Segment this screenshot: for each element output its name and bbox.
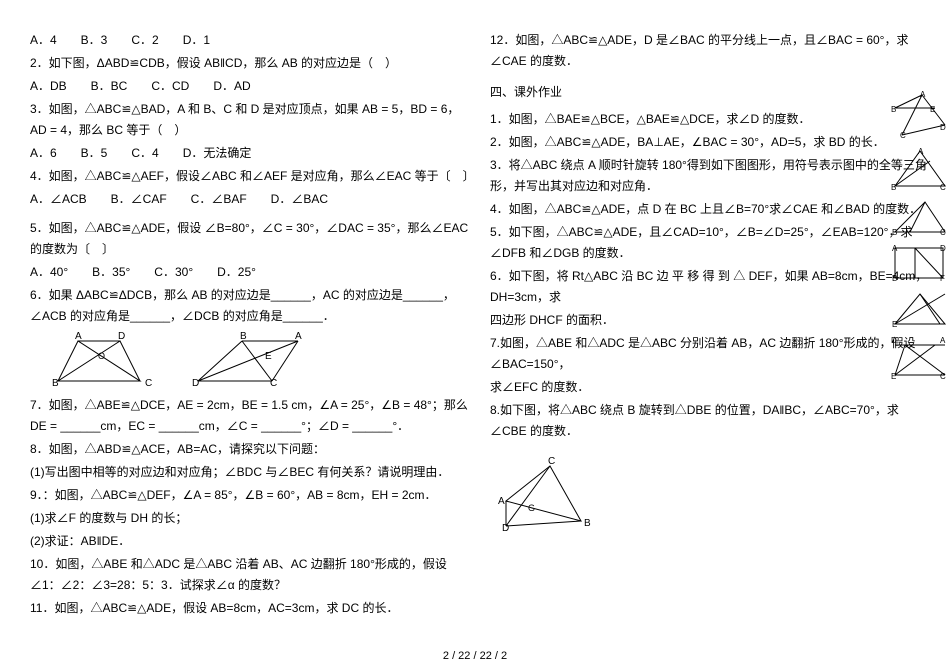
svg-text:B: B [891, 105, 896, 114]
q5: 5．如图，△ABC≌△ADE，假设 ∠B=80°，∠C = 30°，∠DAC =… [30, 218, 470, 260]
svg-text:C: C [145, 378, 152, 389]
diagram-triangle-bottom: C A G D B [496, 456, 606, 536]
hw1: 1．如图，△BAE≌△BCE，△BAE≌△DCE，求∠D 的度数． [490, 109, 930, 130]
svg-text:A: A [940, 336, 946, 345]
inline-diagrams: A D B C O B A E D C [50, 331, 470, 391]
q8-1: (1)写出图中相等的对应边和对应角；∠BDC 与∠BEC 有何关系？请说明理由． [30, 462, 470, 483]
diagram-triangle-2: B A E D C [190, 331, 310, 391]
svg-text:C: C [940, 183, 946, 191]
page-container: A．4 B．3 C．2 D．1 2．如下图，ΔABD≌CDB，假设 AB‖CD，… [0, 0, 950, 631]
svg-text:B: B [891, 183, 896, 191]
hw2: 2．如图，△ABC≌△ADE，BA⊥AE，∠BAC = 30°，AD=5，求 B… [490, 132, 930, 153]
left-column: A．4 B．3 C．2 D．1 2．如下图，ΔABD≌CDB，假设 AB‖CD，… [30, 30, 470, 621]
svg-text:E: E [892, 320, 897, 329]
svg-text:E: E [891, 372, 896, 380]
page-footer: 2 / 22 / 22 / 2 [0, 650, 950, 662]
q11: 11．如图，△ABC≌△ADE，假设 AB=8cm，AC=3cm，求 DC 的长… [30, 598, 470, 619]
q2: 2．如下图，ΔABD≌CDB，假设 AB‖CD，那么 AB 的对应边是（ ） [30, 53, 470, 74]
svg-text:A: A [892, 244, 898, 253]
svg-text:C: C [548, 456, 555, 467]
side-fig-1: A B E C D [890, 90, 950, 140]
svg-text:D: D [891, 336, 897, 345]
hw7: 7.如图，△ABE 和△ADC 是△ABC 分别沿着 AB，AC 边翻折 180… [490, 333, 930, 375]
hw6: 6．如下图，将 Rt△ABC 沿 BC 边 平 移 得 到 △ DEF，如果 A… [490, 266, 930, 308]
svg-text:A: A [498, 496, 505, 507]
q4: 4．如图，△ABC≌△AEF，假设∠ABC 和∠AEF 是对应角，那么∠EAC … [30, 166, 470, 187]
q10: 10．如图，△ABE 和△ADC 是△ABC 沿着 AB、AC 边翻折 180°… [30, 554, 470, 596]
svg-text:F: F [940, 274, 945, 283]
svg-text:B: B [52, 378, 59, 389]
svg-text:A: A [295, 331, 302, 342]
hw8: 8.如下图，将△ABC 绕点 B 旋转到△DBE 的位置，DA‖BC，∠ABC=… [490, 400, 930, 442]
margin-figures: A B E C D B C A BC AD BF E [890, 90, 950, 386]
q2-options: A．DB B．BC C．CD D．AD [30, 76, 470, 97]
svg-text:D: D [940, 244, 946, 253]
hw3: 3．将△ABC 绕点 A 顺时针旋转 180°得到如下图图形，用符号表示图中的全… [490, 155, 930, 197]
q9-2: (2)求证：AB‖DE． [30, 531, 470, 552]
svg-text:B: B [240, 331, 247, 342]
svg-text:B: B [892, 274, 897, 283]
q8: 8．如图，△ABD≌△ACE，AB=AC，请探究以下问题： [30, 439, 470, 460]
svg-text:A: A [918, 147, 924, 156]
hw5: 5．如下图，△ABC≌△ADE，且∠CAD=10°，∠B=∠D=25°，∠EAB… [490, 222, 930, 264]
q3: 3．如图，△ABC≌△BAD，A 和 B、C 和 D 是对应顶点，如果 AB =… [30, 99, 470, 141]
q3-options: A．6 B．5 C．4 D．无法确定 [30, 143, 470, 164]
svg-text:B: B [892, 228, 897, 237]
q9-1: (1)求∠F 的度数与 DH 的长； [30, 508, 470, 529]
hw4: 4．如图，△ABC≌△ADE，点 D 在 BC 上且∠B=70°求∠CAE 和∠… [490, 199, 930, 220]
q9: 9．：如图，△ABC≌△DEF，∠A = 85°，∠B = 60°，AB = 8… [30, 485, 470, 506]
svg-text:C: C [940, 372, 946, 380]
side-fig-4: A D B F [890, 243, 950, 283]
svg-text:B: B [584, 518, 591, 529]
svg-text:A: A [75, 331, 82, 342]
right-column: 12．如图，△ABC≌△ADE，D 是∠BAC 的平分线上一点，且∠BAC = … [490, 30, 930, 621]
diagram-triangle-1: A D B C O [50, 331, 160, 391]
side-fig-6: D A E C [890, 335, 950, 380]
side-fig-5: E [890, 289, 950, 329]
q6: 6．如果 ΔABC≌ΔDCB，那么 AB 的对应边是______，AC 的对应边… [30, 285, 470, 327]
section-heading: 四、课外作业 [490, 82, 930, 103]
q5-options: A．40° B．35° C．30° D．25° [30, 262, 470, 283]
svg-text:D: D [192, 378, 199, 389]
q12: 12．如图，△ABC≌△ADE，D 是∠BAC 的平分线上一点，且∠BAC = … [490, 30, 930, 72]
q7: 7．如图，△ABE≌△DCE，AE = 2cm，BE = 1.5 cm，∠A =… [30, 395, 470, 437]
side-fig-3: BC [890, 197, 950, 237]
hw6b: 四边形 DHCF 的面积． [490, 310, 930, 331]
q1-options: A．4 B．3 C．2 D．1 [30, 30, 470, 51]
q4-options: A．∠ACB B．∠CAF C．∠BAF D．∠BAC [30, 189, 470, 210]
side-fig-2: B C A [890, 146, 950, 191]
svg-text:C: C [940, 228, 946, 237]
svg-text:D: D [118, 331, 125, 342]
hw7b: 求∠EFC 的度数． [490, 377, 930, 398]
